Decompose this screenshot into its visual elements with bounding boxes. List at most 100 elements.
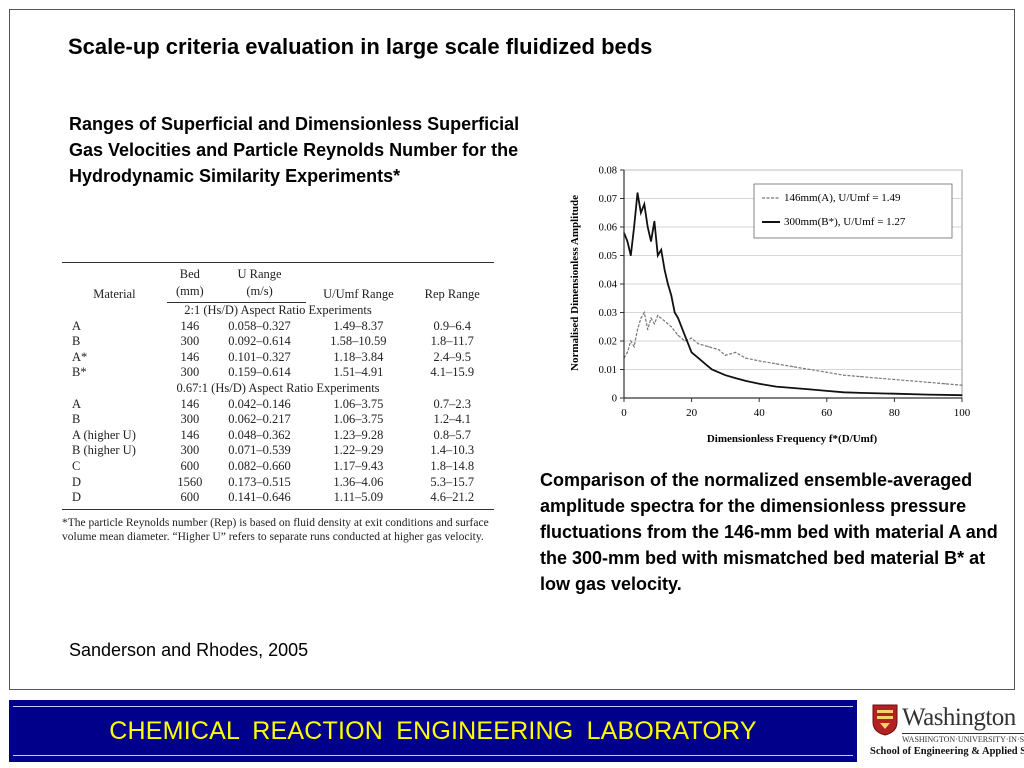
table-row: A 146 0.058–0.327 1.49–8.37 0.9–6.4 bbox=[62, 319, 494, 335]
legend-label: 300mm(B*), U/Umf = 1.27 bbox=[784, 216, 906, 228]
table-row: A* 146 0.101–0.327 1.18–3.84 2.4–9.5 bbox=[62, 350, 494, 366]
chart-legend: 146mm(A), U/Umf = 1.49 300mm(B*), U/Umf =… bbox=[753, 183, 953, 239]
data-point bbox=[843, 391, 845, 393]
data-point bbox=[826, 390, 828, 392]
cell-material: D bbox=[72, 474, 82, 489]
data-point bbox=[647, 329, 649, 331]
data-point bbox=[626, 351, 628, 353]
experiments-table: Material Bed U Range U/Umf Range Rep Ran… bbox=[62, 262, 494, 510]
cell-uumf-range: 1.58–10.59 bbox=[330, 334, 387, 349]
cell-uumf-range: 1.17–9.43 bbox=[333, 458, 384, 473]
cell-uumf-range: 1.11–5.09 bbox=[306, 490, 411, 510]
data-point bbox=[643, 203, 645, 205]
cell-uumf-range: 1.22–9.29 bbox=[333, 443, 384, 458]
data-point bbox=[792, 387, 794, 389]
y-tick-label: 0.01 bbox=[599, 365, 617, 376]
data-point bbox=[809, 388, 811, 391]
data-point bbox=[684, 334, 686, 336]
data-point bbox=[734, 351, 737, 353]
header-uumf-range: U/Umf Range bbox=[306, 262, 411, 303]
data-point bbox=[663, 269, 666, 271]
data-point bbox=[670, 326, 672, 328]
y-tick-label: 0.04 bbox=[599, 280, 618, 291]
legend-label: 146mm(A), U/Umf = 1.49 bbox=[784, 192, 901, 204]
x-tick-label: 100 bbox=[954, 407, 971, 419]
cell-u-range: 0.173–0.515 bbox=[228, 474, 291, 489]
cell-bed: 300 bbox=[180, 443, 200, 458]
school-name: School of Engineering & Applied Science bbox=[870, 746, 1024, 757]
data-point bbox=[826, 371, 828, 373]
y-tick-label: 0.02 bbox=[599, 337, 617, 348]
cell-rep-range: 1.8–11.7 bbox=[430, 334, 474, 349]
cell-material: A bbox=[72, 318, 82, 333]
data-point bbox=[657, 314, 659, 316]
cell-material: A* bbox=[72, 349, 88, 364]
section-title: 0.67:1 (Hs/D) Aspect Ratio Experiments bbox=[176, 380, 380, 395]
y-tick-label: 0.05 bbox=[599, 251, 617, 262]
data-point bbox=[667, 283, 669, 285]
data-point bbox=[643, 311, 645, 314]
data-point bbox=[630, 340, 632, 342]
series-line bbox=[623, 310, 963, 386]
university-subline: WASHINGTON·UNIVERSITY·IN·ST·LOUIS bbox=[902, 733, 1024, 744]
data-point bbox=[674, 311, 676, 314]
cell-rep-range: 5.3–15.7 bbox=[430, 474, 475, 489]
header-material: Material bbox=[62, 262, 167, 303]
data-point bbox=[809, 368, 811, 371]
data-point bbox=[707, 346, 710, 348]
data-point bbox=[697, 343, 699, 345]
data-point bbox=[734, 377, 737, 379]
y-tick-label: 0.03 bbox=[599, 308, 617, 319]
cell-rep-range: 1.8–14.8 bbox=[430, 458, 475, 473]
chart-axes: 0 0.01 0.02 0.03 0.04 0.05 0.06 0.07 0.08 0 20 40 60… bbox=[599, 166, 971, 420]
section-title: 2:1 (Hs/D) Aspect Ratio Experiments bbox=[184, 303, 372, 317]
data-point bbox=[677, 334, 679, 336]
data-point bbox=[927, 381, 929, 383]
slide-frame bbox=[9, 9, 1015, 690]
data-point bbox=[660, 249, 662, 251]
cell-material: B bbox=[72, 412, 81, 427]
data-point bbox=[860, 376, 862, 378]
slide-title: Scale-up criteria evaluation in large sc… bbox=[68, 34, 653, 59]
cell-bed: 146 bbox=[180, 396, 200, 411]
cell-rep-range: 4.1–15.9 bbox=[430, 365, 475, 380]
table-body: 2:1 (Hs/D) Aspect Ratio Experiments A 146 0… bbox=[62, 303, 494, 510]
cell-uumf-range: 1.23–9.28 bbox=[333, 427, 384, 442]
cell-u-range: 0.048–0.362 bbox=[228, 427, 291, 442]
data-point bbox=[697, 357, 699, 359]
table-section-header: 2:1 (Hs/D) Aspect Ratio Experiments bbox=[62, 303, 494, 319]
data-point bbox=[860, 392, 862, 394]
data-point bbox=[670, 294, 672, 296]
cell-u-range: 0.092–0.614 bbox=[228, 334, 291, 349]
data-point bbox=[775, 386, 777, 388]
data-point bbox=[961, 384, 963, 386]
data-point bbox=[704, 363, 706, 365]
x-tick-label: 0 bbox=[621, 407, 627, 419]
cell-bed: 146 bbox=[180, 349, 200, 364]
university-seal-icon bbox=[872, 704, 898, 736]
x-tick-label: 20 bbox=[686, 407, 698, 419]
data-point bbox=[636, 329, 639, 331]
data-point bbox=[745, 380, 747, 382]
cell-bed: 146 bbox=[180, 318, 200, 333]
header-bed: Bed bbox=[166, 262, 213, 283]
x-tick-label: 60 bbox=[821, 407, 833, 419]
data-point bbox=[684, 340, 686, 342]
data-point bbox=[653, 323, 656, 325]
data-point bbox=[650, 240, 652, 242]
cell-rep-range: 1.2–4.1 bbox=[433, 412, 472, 427]
data-point bbox=[633, 346, 635, 348]
cell-material: B (higher U) bbox=[72, 443, 136, 458]
cell-rep-range: 0.8–5.7 bbox=[433, 427, 472, 442]
y-tick-label: 0.06 bbox=[599, 223, 617, 234]
y-tick-label: 0.07 bbox=[599, 194, 617, 205]
y-tick-label: 0 bbox=[612, 394, 617, 405]
cell-material: B* bbox=[72, 365, 87, 380]
cell-u-range: 0.141–0.646 bbox=[212, 490, 307, 510]
table-section-header: 0.67:1 (Hs/D) Aspect Ratio Experiments bbox=[62, 381, 494, 397]
table-footnote: *The particle Reynolds number (Rep) is b… bbox=[62, 516, 489, 543]
data-point bbox=[630, 254, 632, 257]
table-row: D 600 0.141–0.646 1.11–5.09 4.6–21.2 bbox=[62, 490, 494, 510]
cell-material: A bbox=[72, 396, 82, 411]
cell-u-range: 0.058–0.327 bbox=[228, 318, 291, 333]
